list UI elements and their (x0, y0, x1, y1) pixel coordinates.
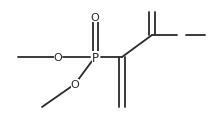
Text: P: P (92, 51, 98, 64)
Text: O: O (54, 53, 62, 62)
Text: O: O (91, 13, 99, 23)
Text: O: O (71, 79, 79, 89)
